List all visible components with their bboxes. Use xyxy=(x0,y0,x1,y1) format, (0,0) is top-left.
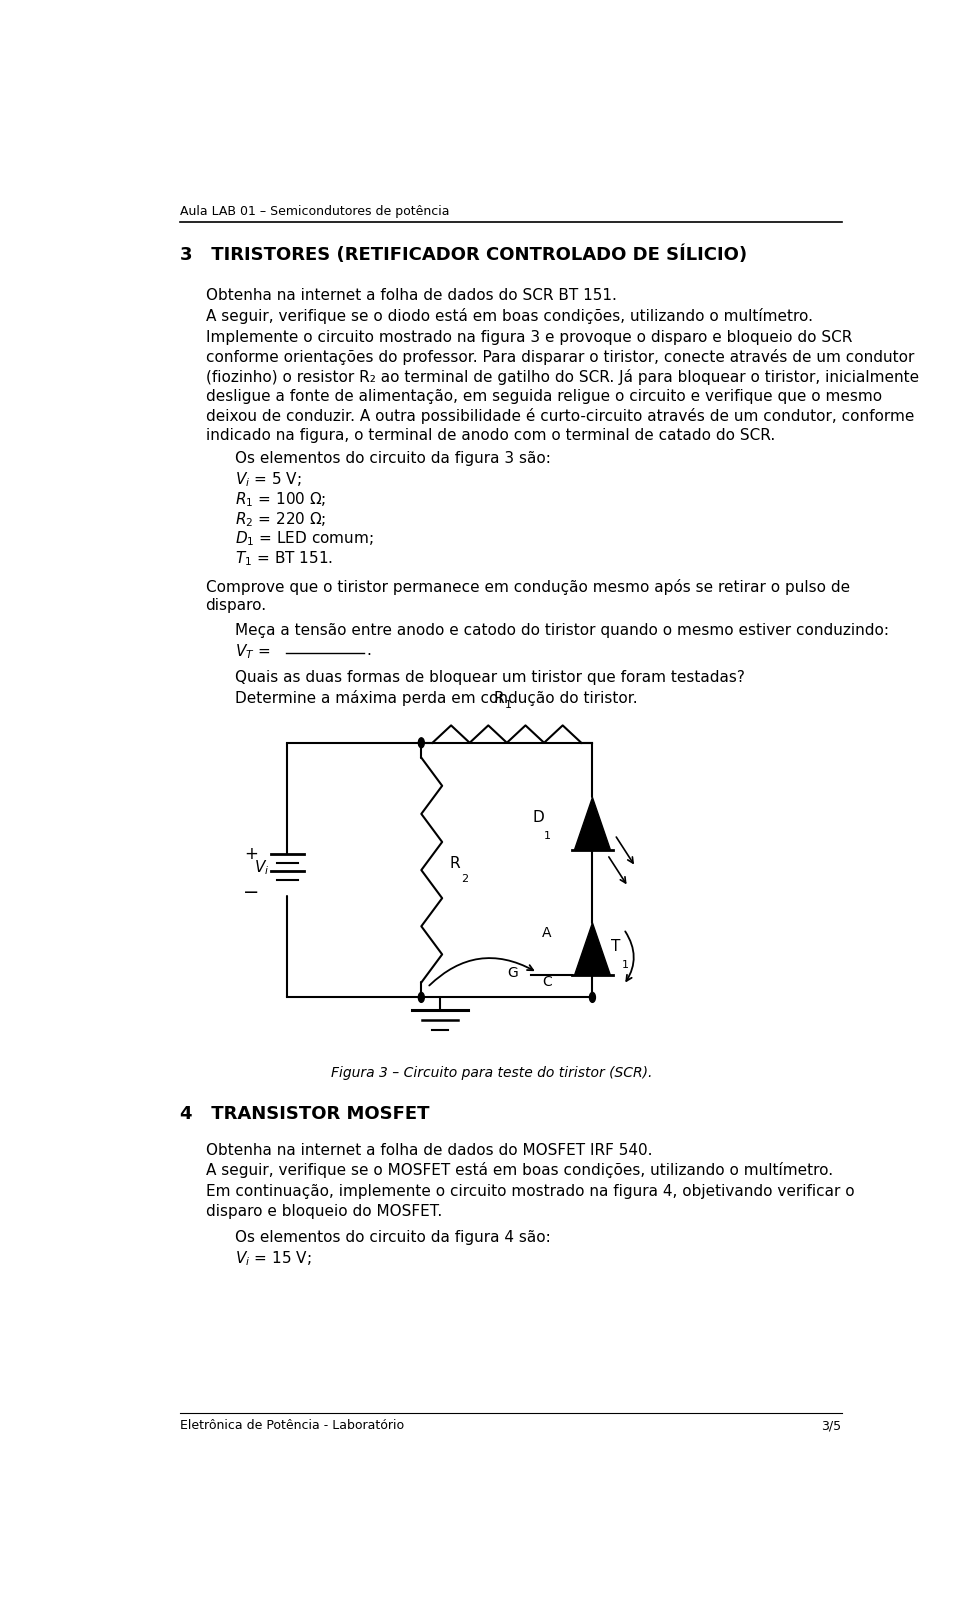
Text: Os elementos do circuito da figura 3 são:: Os elementos do circuito da figura 3 são… xyxy=(235,452,551,466)
Text: $T_1$ = BT 151.: $T_1$ = BT 151. xyxy=(235,550,333,568)
Text: 2: 2 xyxy=(461,874,468,884)
Text: Obtenha na internet a folha de dados do MOSFET IRF 540.: Obtenha na internet a folha de dados do … xyxy=(205,1142,652,1158)
Text: G: G xyxy=(507,966,518,979)
Text: (fiozinho) o resistor R₂ ao terminal de gatilho do SCR. Já para bloquear o tiris: (fiozinho) o resistor R₂ ao terminal de … xyxy=(205,369,919,386)
Text: $V_i$ = 15 V;: $V_i$ = 15 V; xyxy=(235,1250,312,1268)
Text: $V_i$ = 5 V;: $V_i$ = 5 V; xyxy=(235,471,302,489)
Text: T: T xyxy=(611,939,620,953)
Circle shape xyxy=(419,992,424,1002)
Text: Determine a máxima perda em condução do tiristor.: Determine a máxima perda em condução do … xyxy=(235,690,638,705)
Text: C: C xyxy=(541,976,551,989)
Text: 1: 1 xyxy=(544,831,551,840)
Text: 3/5: 3/5 xyxy=(822,1419,842,1432)
Text: $R_1$ = 100 Ω;: $R_1$ = 100 Ω; xyxy=(235,490,326,510)
Text: A seguir, verifique se o MOSFET está em boas condições, utilizando o multímetro.: A seguir, verifique se o MOSFET está em … xyxy=(205,1163,832,1179)
Text: disparo.: disparo. xyxy=(205,598,267,613)
Polygon shape xyxy=(575,923,611,974)
Text: deixou de conduzir. A outra possibilidade é curto-circuito através de um conduto: deixou de conduzir. A outra possibilidad… xyxy=(205,408,914,424)
Circle shape xyxy=(589,992,595,1002)
Text: Aula LAB 01 – Semicondutores de potência: Aula LAB 01 – Semicondutores de potência xyxy=(180,205,449,218)
Text: R: R xyxy=(449,857,460,871)
Text: Os elementos do circuito da figura 4 são:: Os elementos do circuito da figura 4 são… xyxy=(235,1229,551,1245)
Text: $V_T$ =: $V_T$ = xyxy=(235,642,273,661)
Text: desligue a fonte de alimentação, em seguida religue o circuito e verifique que o: desligue a fonte de alimentação, em segu… xyxy=(205,389,881,403)
Text: Quais as duas formas de bloquear um tiristor que foram testadas?: Quais as duas formas de bloquear um tiri… xyxy=(235,669,745,686)
Text: A seguir, verifique se o diodo está em boas condições, utilizando o multímetro.: A seguir, verifique se o diodo está em b… xyxy=(205,308,812,324)
Text: .: . xyxy=(367,642,372,658)
Text: 1: 1 xyxy=(505,700,512,710)
Text: −: − xyxy=(243,882,259,902)
Text: 1: 1 xyxy=(622,960,629,969)
Text: Comprove que o tiristor permanece em condução mesmo após se retirar o pulso de: Comprove que o tiristor permanece em con… xyxy=(205,579,850,595)
Text: $V_i$: $V_i$ xyxy=(253,858,269,877)
Text: Figura 3 – Circuito para teste do tiristor (SCR).: Figura 3 – Circuito para teste do tirist… xyxy=(331,1066,653,1079)
Text: D: D xyxy=(533,810,544,824)
Text: indicado na figura, o terminal de anodo com o terminal de catado do SCR.: indicado na figura, o terminal de anodo … xyxy=(205,427,775,444)
Circle shape xyxy=(419,737,424,748)
Text: A: A xyxy=(542,926,551,940)
Text: 3   TIRISTORES (RETIFICADOR CONTROLADO DE SÍLICIO): 3 TIRISTORES (RETIFICADOR CONTROLADO DE … xyxy=(180,245,747,265)
Text: conforme orientações do professor. Para disparar o tiristor, conecte através de : conforme orientações do professor. Para … xyxy=(205,350,914,365)
Text: disparo e bloqueio do MOSFET.: disparo e bloqueio do MOSFET. xyxy=(205,1203,442,1219)
Text: +: + xyxy=(244,845,258,863)
Polygon shape xyxy=(575,797,611,850)
Text: Implemente o circuito mostrado na figura 3 e provoque o disparo e bloqueio do SC: Implemente o circuito mostrado na figura… xyxy=(205,329,852,345)
Text: Meça a tensão entre anodo e catodo do tiristor quando o mesmo estiver conduzindo: Meça a tensão entre anodo e catodo do ti… xyxy=(235,623,889,639)
Text: R: R xyxy=(493,690,504,705)
Text: Eletrônica de Potência - Laboratório: Eletrônica de Potência - Laboratório xyxy=(180,1419,403,1432)
Text: $R_2$ = 220 Ω;: $R_2$ = 220 Ω; xyxy=(235,510,326,529)
Text: Em continuação, implemente o circuito mostrado na figura 4, objetivando verifica: Em continuação, implemente o circuito mo… xyxy=(205,1184,854,1200)
Text: $D_1$ = LED comum;: $D_1$ = LED comum; xyxy=(235,529,374,548)
Text: 4   TRANSISTOR MOSFET: 4 TRANSISTOR MOSFET xyxy=(180,1105,429,1123)
Text: Obtenha na internet a folha de dados do SCR BT 151.: Obtenha na internet a folha de dados do … xyxy=(205,289,616,303)
